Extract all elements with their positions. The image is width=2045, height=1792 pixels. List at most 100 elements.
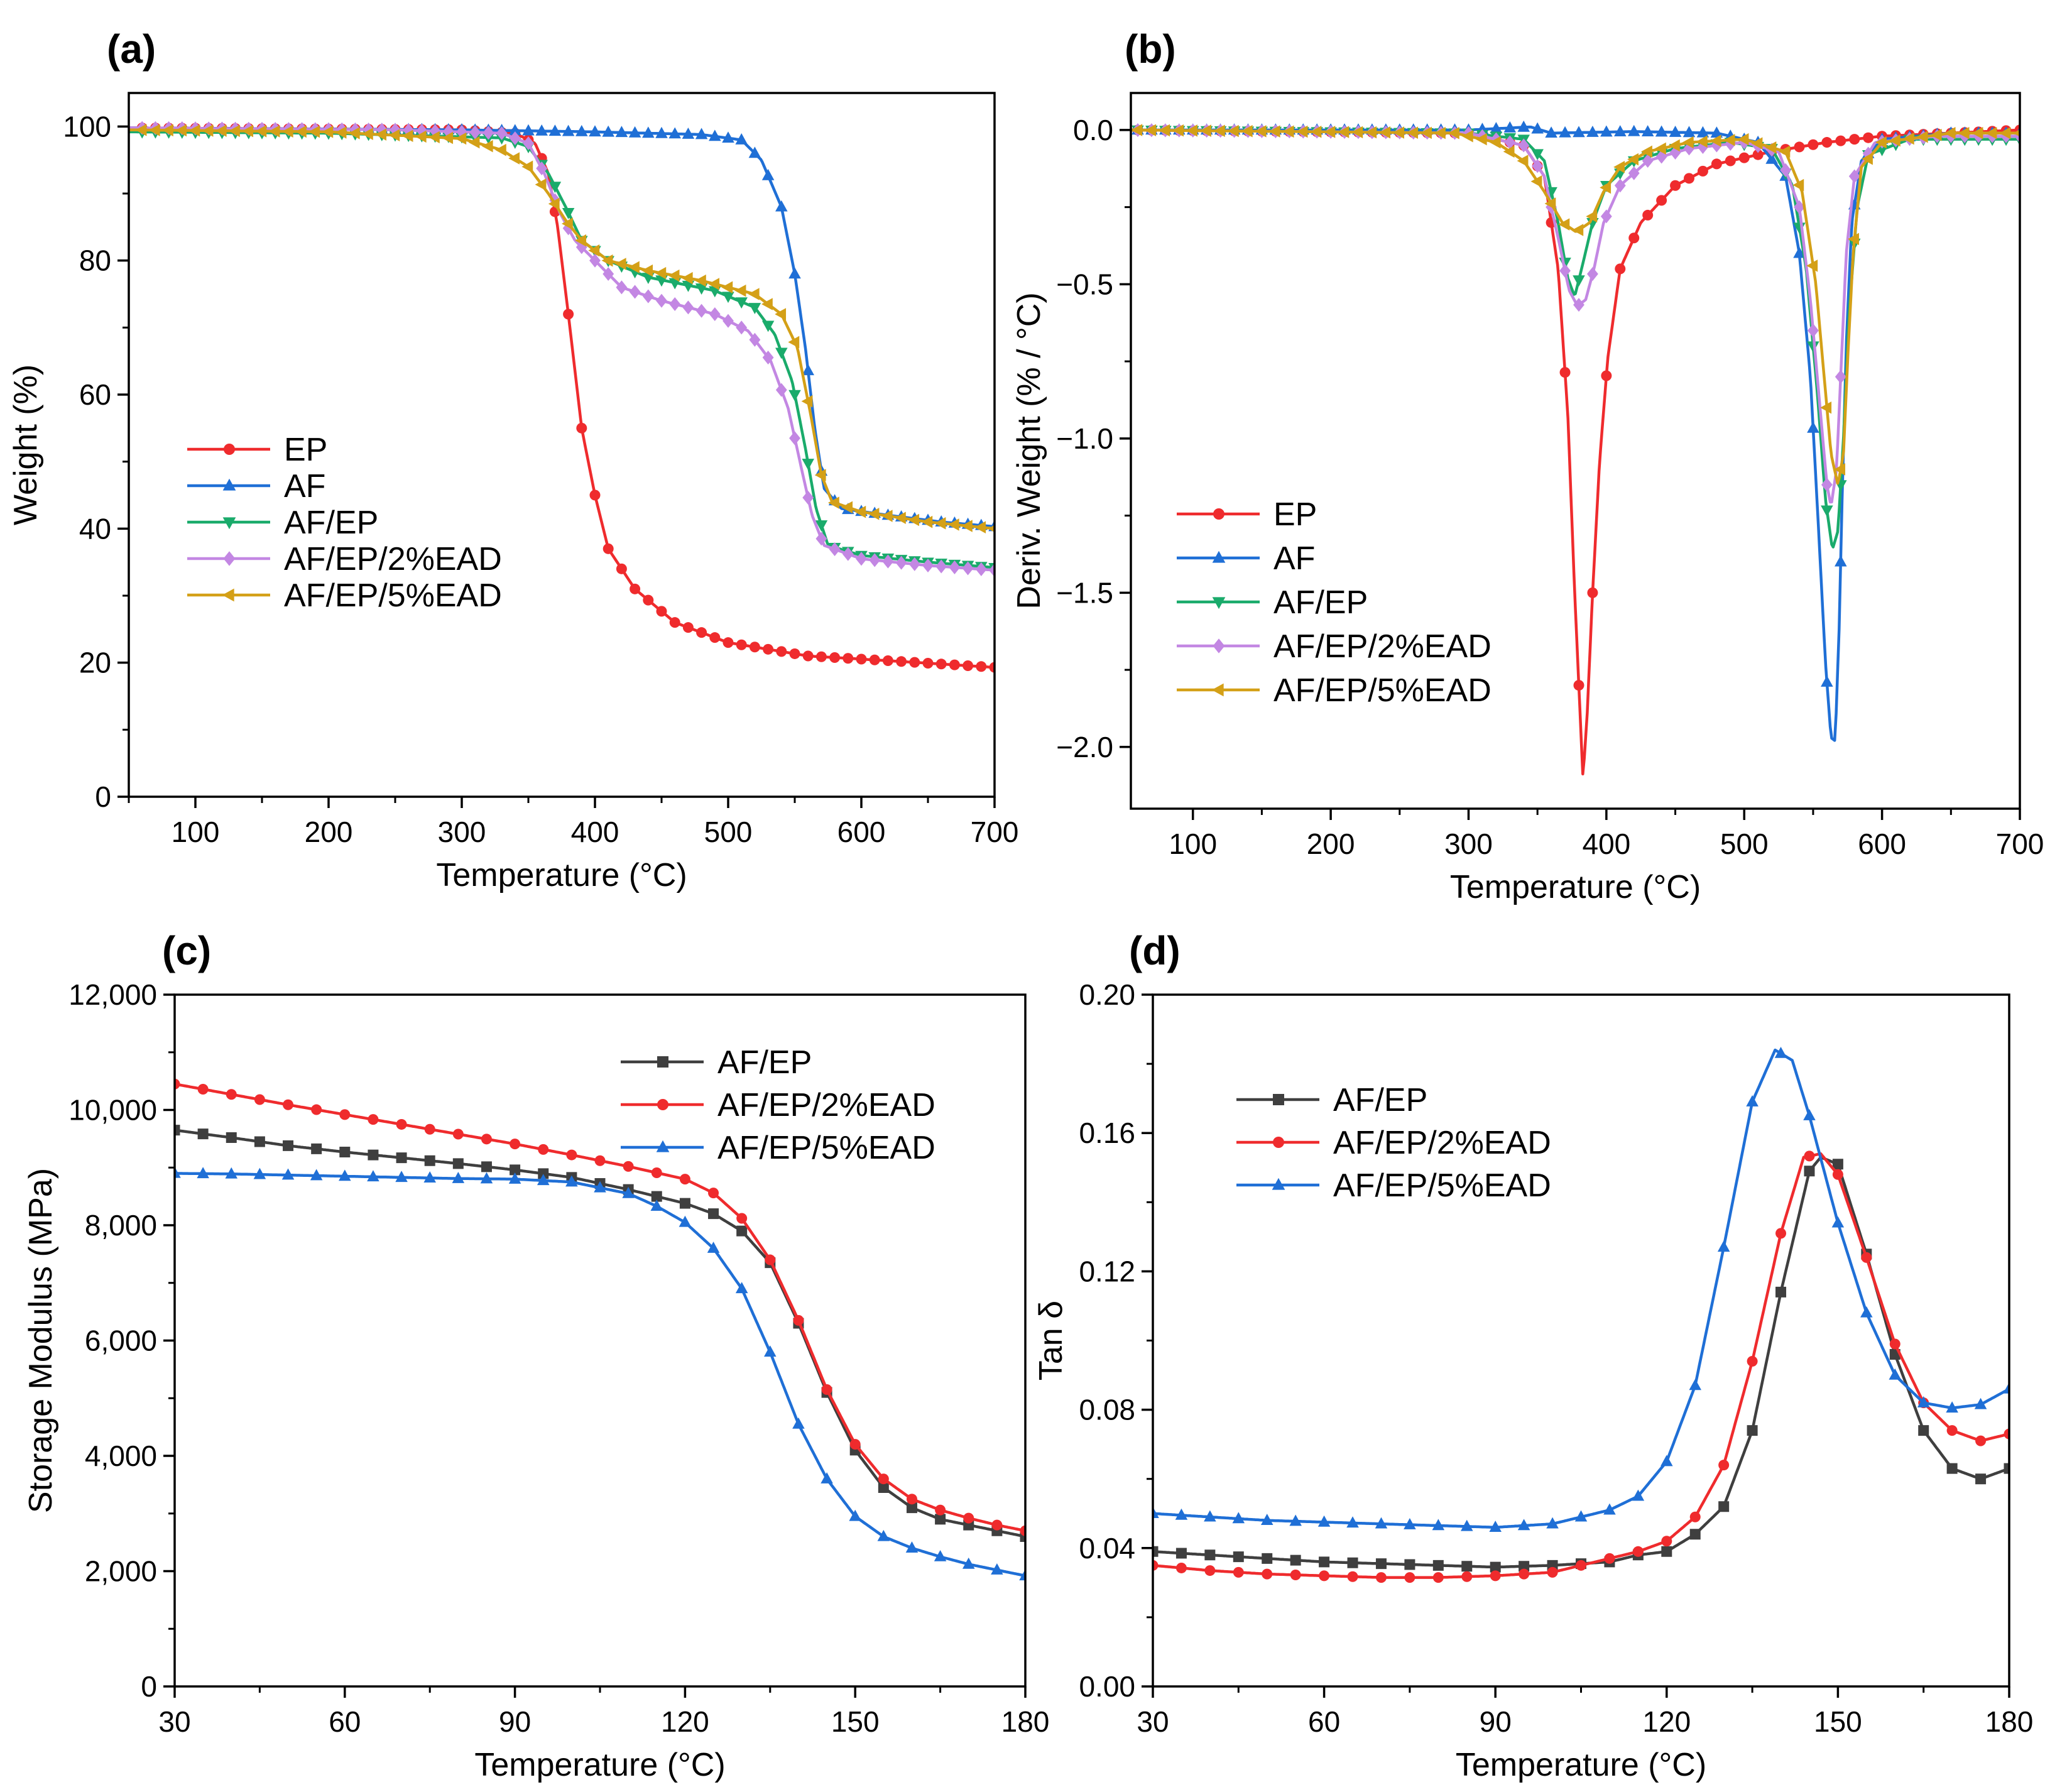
y-tick-label: 80 xyxy=(79,244,111,277)
data-point xyxy=(401,129,413,143)
data-point xyxy=(1614,178,1626,193)
data-point xyxy=(821,1472,833,1483)
data-point xyxy=(935,559,947,574)
data-point xyxy=(735,133,748,145)
legend-marker xyxy=(1211,683,1224,697)
data-point xyxy=(1632,1546,1644,1557)
data-point xyxy=(390,123,401,137)
data-point xyxy=(1347,1571,1358,1582)
x-tick-label: 30 xyxy=(158,1705,190,1738)
data-point xyxy=(735,1282,748,1294)
data-point xyxy=(1586,125,1599,137)
data-point xyxy=(1200,124,1211,137)
data-point xyxy=(1503,145,1515,158)
data-point xyxy=(1268,125,1280,138)
data-point xyxy=(1233,1566,1244,1578)
x-tick-label: 300 xyxy=(438,816,486,848)
plot-frame xyxy=(1130,92,2021,810)
data-point xyxy=(788,336,800,349)
data-point xyxy=(682,622,694,633)
data-point xyxy=(1808,323,1819,338)
data-point xyxy=(1668,139,1680,152)
data-point xyxy=(1175,1508,1188,1520)
data-point xyxy=(253,1167,266,1179)
legend-marker xyxy=(1212,597,1226,609)
x-tick-label: 180 xyxy=(1985,1705,2034,1738)
data-point xyxy=(1572,224,1584,236)
data-point xyxy=(843,653,854,664)
data-point xyxy=(2013,129,2020,137)
legend-marker xyxy=(656,1140,670,1152)
data-point xyxy=(1794,200,1805,214)
data-point xyxy=(696,627,707,638)
data-point xyxy=(1746,1095,1759,1106)
data-point xyxy=(311,1143,322,1154)
data-point xyxy=(616,563,627,574)
data-point xyxy=(761,168,775,180)
data-point xyxy=(963,1512,974,1524)
data-point xyxy=(1696,126,1710,138)
data-point xyxy=(1628,166,1640,180)
data-point xyxy=(228,124,240,138)
data-point xyxy=(1289,1514,1302,1526)
data-point xyxy=(1975,1473,1987,1485)
data-point xyxy=(761,298,773,310)
data-point xyxy=(1504,135,1516,150)
data-point xyxy=(921,515,933,528)
data-point xyxy=(1600,181,1611,194)
data-point xyxy=(789,431,800,445)
data-point xyxy=(682,127,695,139)
data-point xyxy=(295,125,307,138)
data-point xyxy=(1642,153,1654,168)
data-point xyxy=(1260,1514,1273,1525)
data-point xyxy=(1661,1536,1672,1547)
data-point xyxy=(1586,210,1598,223)
x-tick-label: 180 xyxy=(1001,1705,1050,1738)
data-point xyxy=(821,1384,832,1395)
data-point xyxy=(1718,1501,1730,1512)
y-tick-label: 100 xyxy=(63,110,111,143)
legend: AF/EP AF/EP/2%EAD AF/EP/5%EAD xyxy=(621,1044,935,1166)
data-point xyxy=(815,651,827,662)
data-point xyxy=(1875,136,1887,149)
data-point xyxy=(1159,124,1170,137)
y-tick-label: 0.12 xyxy=(1079,1255,1135,1287)
data-point xyxy=(1604,1553,1615,1564)
data-point xyxy=(976,661,987,672)
data-point xyxy=(695,128,708,139)
data-point xyxy=(601,254,613,267)
data-point xyxy=(793,1314,804,1326)
data-point xyxy=(283,1099,294,1110)
y-tick-label: −1.5 xyxy=(1056,576,1113,609)
data-point xyxy=(1404,1559,1415,1570)
data-point xyxy=(135,124,147,136)
data-point xyxy=(361,128,373,140)
panel-label: (a) xyxy=(107,26,156,72)
data-point xyxy=(1792,178,1804,192)
x-tick-label: 60 xyxy=(329,1705,361,1738)
data-point xyxy=(1375,1558,1387,1570)
data-point xyxy=(1974,1397,1987,1409)
x-tick-label: 120 xyxy=(661,1705,709,1738)
y-axis-label: Storage Modulus (MPa) xyxy=(23,1168,59,1513)
data-point xyxy=(749,332,761,347)
chart-panel-d: (d) 30 60 90 120 150 180 0.00 0.04 0.08 0.12 0.16 0.… xyxy=(1033,928,2033,1783)
series-af-ep-2-ead xyxy=(175,1078,1025,1536)
x-tick-label: 400 xyxy=(1582,828,1630,860)
data-point xyxy=(308,125,320,138)
series-line xyxy=(129,130,995,569)
data-point xyxy=(1153,1507,1159,1518)
series-af-ep-5-ead xyxy=(1153,1046,2009,1532)
data-point xyxy=(468,136,480,149)
y-tick-label: 0.04 xyxy=(1079,1532,1135,1565)
data-point xyxy=(1232,1512,1245,1524)
data-point xyxy=(906,1502,917,1514)
data-point xyxy=(1696,135,1708,148)
series-line xyxy=(1153,1048,2009,1529)
plot-frame xyxy=(128,92,996,798)
data-point xyxy=(735,297,748,309)
data-point xyxy=(1517,155,1529,167)
data-point xyxy=(395,1171,408,1183)
legend-item: AF/EP/2%EAD xyxy=(1236,1125,1551,1161)
data-point xyxy=(1689,1379,1702,1390)
